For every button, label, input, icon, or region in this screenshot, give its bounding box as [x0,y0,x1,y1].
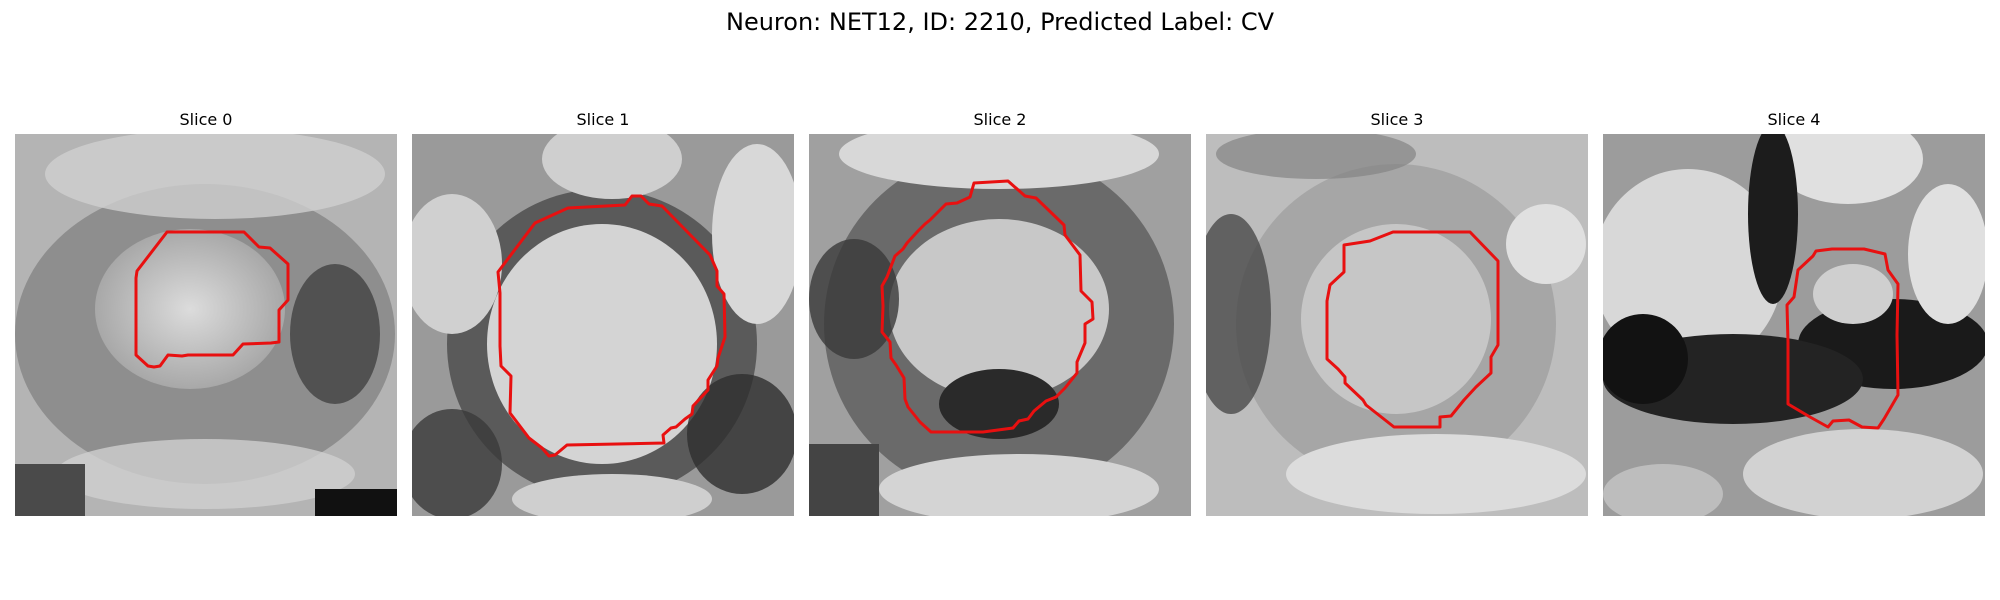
slice-image-3 [1206,134,1588,516]
slice-title-4: Slice 4 [1767,110,1821,129]
slice-image-0 [15,134,397,516]
slice-panel-0: Slice 0 [15,108,397,516]
slice-title-3: Slice 3 [1370,110,1424,129]
slice-panel-2: Slice 2 [809,108,1191,516]
slice-title-2: Slice 2 [973,110,1027,129]
slice-image-2 [809,134,1191,516]
slice-panel-3: Slice 3 [1206,108,1588,516]
slice-panel-1: Slice 1 [412,108,794,516]
figure-title: Neuron: NET12, ID: 2210, Predicted Label… [726,8,1274,36]
slice-panel-4: Slice 4 [1603,108,1985,516]
slice-image-4 [1603,134,1985,516]
slice-title-0: Slice 0 [179,110,233,129]
slice-image-1 [412,134,794,516]
slice-title-1: Slice 1 [576,110,630,129]
